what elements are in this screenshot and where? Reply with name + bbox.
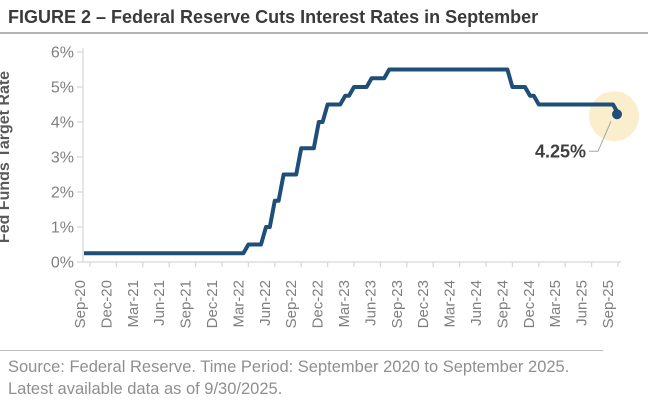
x-tick-label: Dec-21 bbox=[204, 280, 221, 328]
x-tick-label: Dec-24 bbox=[521, 280, 538, 328]
y-axis-title: Fed Funds Target Rate bbox=[0, 71, 13, 243]
y-tick-label: 5% bbox=[51, 80, 74, 97]
x-tick-label: Mar-23 bbox=[336, 280, 353, 328]
y-tick-label: 4% bbox=[51, 115, 74, 132]
rate-step-line bbox=[84, 67, 620, 256]
latest-rate-annotation: 4.25% bbox=[535, 141, 586, 161]
annotation-callout-line bbox=[589, 121, 612, 152]
x-tick-label: Jun-25 bbox=[574, 280, 591, 326]
x-tick-label: Jun-21 bbox=[151, 280, 168, 326]
latest-point-marker bbox=[612, 109, 622, 120]
x-tick-label: Jun-23 bbox=[362, 280, 379, 326]
fed-funds-rate-chart: 0% 1% 2% 3% 4% 5% 6% Sep-20 Dec-20 Mar-21 Jun-21 Se… bbox=[0, 45, 639, 328]
x-tick-label: Sep-24 bbox=[494, 280, 511, 328]
y-tick-label: 2% bbox=[51, 185, 74, 202]
y-tick-label: 0% bbox=[51, 255, 74, 272]
x-tick-label: Sep-22 bbox=[283, 280, 300, 328]
x-tick-label: Sep-23 bbox=[389, 280, 406, 328]
x-tick-label: Sep-25 bbox=[600, 280, 617, 328]
x-tick-label: Dec-22 bbox=[310, 280, 327, 328]
x-tick-label: Sep-20 bbox=[72, 280, 89, 328]
source-note: Source: Federal Reserve. Time Period: Se… bbox=[0, 350, 603, 401]
y-tick-label: 3% bbox=[51, 150, 74, 167]
x-tick-label: Dec-23 bbox=[415, 280, 432, 328]
x-tick-label: Sep-21 bbox=[178, 280, 195, 328]
x-tick-label: Dec-20 bbox=[98, 280, 115, 328]
y-tick-label: 6% bbox=[51, 45, 74, 62]
x-tick-label: Mar-21 bbox=[125, 280, 142, 328]
x-tick-label: Mar-24 bbox=[442, 280, 459, 328]
x-tick-label: Jun-24 bbox=[468, 280, 485, 326]
x-tick-label: Mar-25 bbox=[547, 280, 564, 328]
x-tick-label: Mar-22 bbox=[230, 280, 247, 328]
y-tick-label: 1% bbox=[51, 220, 74, 237]
figure-title: FIGURE 2 – Federal Reserve Cuts Interest… bbox=[0, 0, 648, 34]
x-tick-label: Jun-22 bbox=[257, 280, 274, 326]
